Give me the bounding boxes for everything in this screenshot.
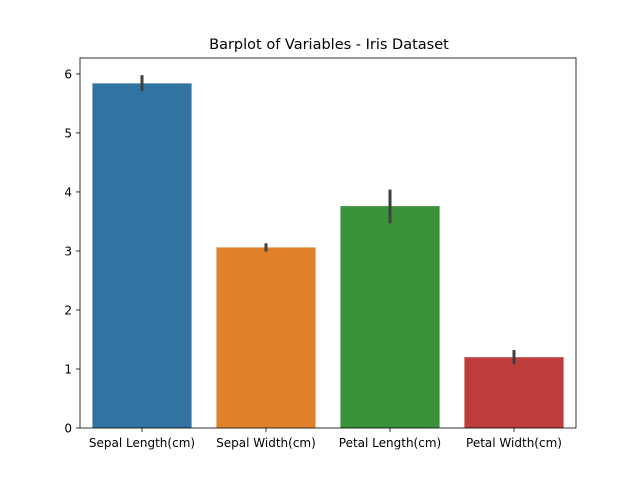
plot-area (92, 75, 564, 429)
bar-petal-length-cm (340, 206, 440, 428)
x-tick-label: Sepal Width(cm) (216, 436, 316, 450)
plot-frame (79, 57, 577, 429)
bar-sepal-length-cm (92, 83, 192, 429)
bar-petal-width-cm (464, 357, 564, 428)
y-tick-label: 1 (64, 362, 72, 376)
x-tick-label: Sepal Length(cm) (89, 436, 195, 450)
y-tick-label: 3 (64, 244, 72, 258)
chart-title: Barplot of Variables - Iris Dataset (209, 37, 449, 53)
y-tick-label: 0 (64, 422, 72, 436)
y-tick-label: 4 (64, 185, 72, 199)
axes: Sepal Length(cm) Sepal Width(cm) Petal Len… (64, 57, 577, 450)
bar-sepal-width-cm (216, 247, 316, 428)
y-tick-label: 6 (64, 67, 72, 81)
x-tick-label: Petal Width(cm) (466, 436, 562, 450)
x-tick-label: Petal Length(cm) (339, 436, 441, 450)
y-tick-label: 5 (64, 126, 72, 140)
y-tick-label: 2 (64, 303, 72, 317)
